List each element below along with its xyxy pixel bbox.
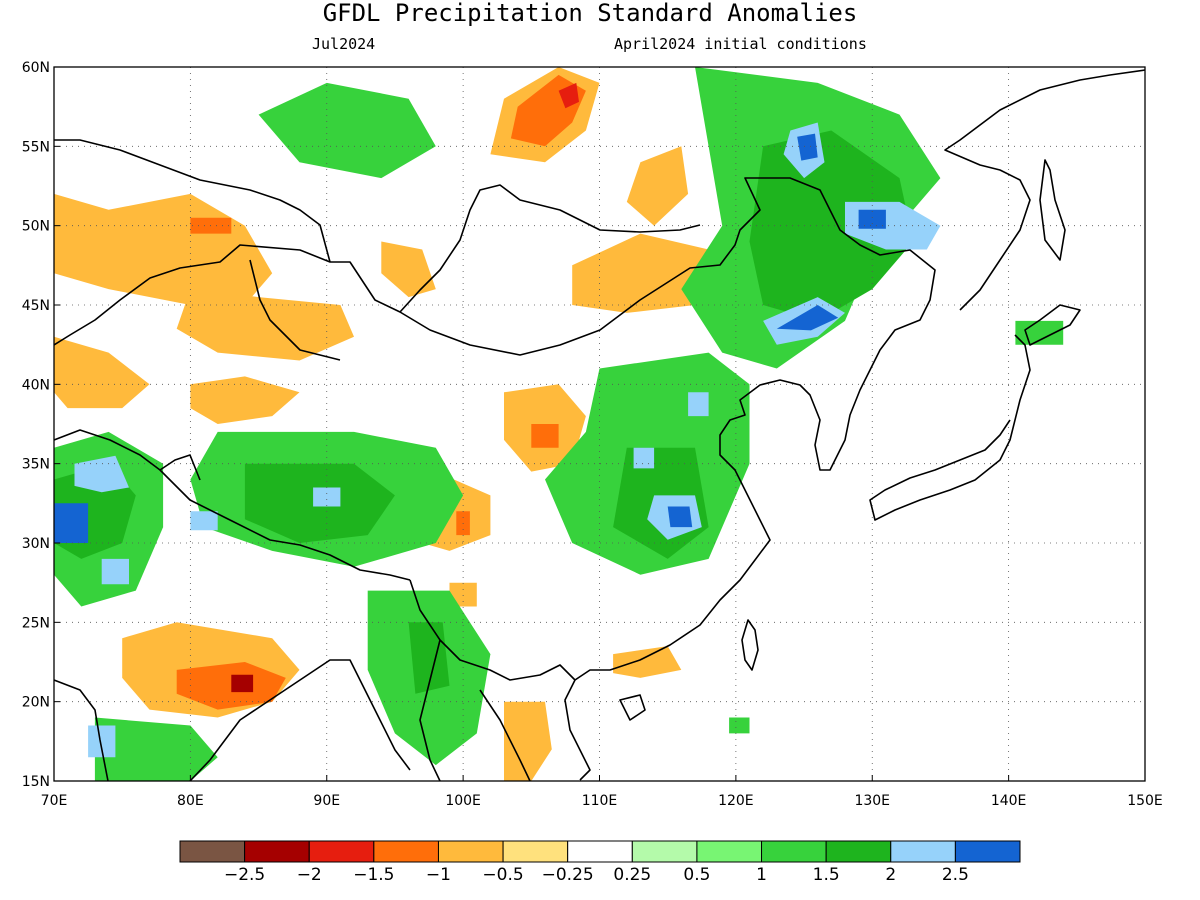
anomaly-region-dry_05 [449, 582, 477, 607]
anomaly-fill-layer [54, 67, 1064, 781]
anomaly-region-dry_05 [54, 336, 150, 409]
anomaly-region-wet_25 [667, 506, 693, 528]
lon-tick-label: 70E [41, 793, 68, 809]
colorbar-swatch [437, 840, 504, 863]
lat-tick-label: 60N [22, 60, 50, 76]
anomaly-region-wet_20 [313, 487, 341, 507]
anomaly-region-dry_20 [231, 674, 254, 693]
sakhalin-coastline [1039, 159, 1066, 261]
lat-tick-label: 45N [22, 298, 50, 314]
lat-tick-label: 50N [22, 219, 50, 235]
colorbar-label: 1.5 [813, 865, 840, 885]
colorbar-label: 0.25 [613, 865, 651, 885]
lon-tick-label: 120E [718, 793, 754, 809]
lat-tick-label: 40N [22, 377, 50, 393]
colorbar-label: −2.5 [224, 865, 265, 885]
longitude-tick-labels: 70E 80E 90E 100E 110E 120E 130E 140E 150E [41, 775, 1163, 809]
colorbar-label: −1.5 [353, 865, 394, 885]
forecast-month: Jul2024 [312, 35, 375, 53]
anomaly-region-dry_05 [176, 289, 354, 361]
colorbar-swatch [954, 840, 1021, 863]
country-borders [54, 139, 701, 781]
latitude-tick-labels: 15N 20N 25N 30N 35N 40N 45N 50N 55N 60N [22, 60, 60, 790]
colorbar-label: −0.5 [482, 865, 523, 885]
coastlines-and-borders [54, 69, 1145, 781]
anomaly-region-wet_25 [797, 133, 818, 161]
anomaly-region-wet_20 [688, 392, 709, 417]
india-coastline [54, 659, 411, 781]
colorbar-swatch [244, 840, 310, 863]
anomaly-region-dry_10 [176, 662, 286, 710]
colorbar-swatch [631, 840, 698, 863]
colorbar-label: 2.5 [942, 865, 969, 885]
anomaly-region-wet_25 [858, 209, 886, 229]
lat-tick-label: 30N [22, 536, 50, 552]
anomaly-region-wet_20 [633, 447, 655, 469]
lon-tick-label: 150E [1127, 793, 1163, 809]
anomaly-region-wet_25 [54, 503, 89, 543]
anomaly-region-wet_20 [74, 455, 129, 493]
colorbar-swatch [761, 840, 827, 863]
anomaly-region-dry_10 [531, 424, 559, 448]
lat-tick-label: 55N [22, 139, 50, 155]
hokkaido-coastline [1024, 304, 1081, 346]
lon-tick-label: 90E [313, 793, 340, 809]
colorbar-swatch [502, 840, 569, 863]
colorbar-swatch [567, 840, 633, 863]
anomaly-region-dry_05 [613, 646, 682, 678]
lon-tick-label: 140E [991, 793, 1027, 809]
colorbar-label: 1 [756, 865, 767, 885]
colorbar-swatch [696, 840, 763, 863]
colorbar-label: 2 [885, 865, 896, 885]
colorbar-swatch [179, 840, 246, 863]
colorbar-swatch [373, 840, 439, 863]
anomaly-region-wet_20 [190, 511, 218, 531]
colorbar: −2.5 −2 −1.5 −1 −0.5 −0.25 0.25 0.5 1 1.5 2 2.5 [179, 840, 1021, 885]
map-title: GFDL Precipitation Standard Anomalies [323, 0, 858, 27]
anomaly-region-dry_05 [626, 146, 689, 226]
lat-tick-label: 25N [22, 615, 50, 631]
anomaly-region-dry_05 [504, 701, 552, 781]
colorbar-swatch [825, 840, 892, 863]
colorbar-label: −2 [297, 865, 322, 885]
anomaly-region-wet_20 [101, 558, 129, 585]
lon-tick-label: 80E [177, 793, 204, 809]
lon-tick-label: 110E [582, 793, 618, 809]
colorbar-swatch [308, 840, 375, 863]
lon-tick-label: 100E [445, 793, 481, 809]
anomaly-region-wet_20 [88, 725, 116, 758]
lon-tick-label: 130E [854, 793, 890, 809]
hainan-coastline [619, 694, 646, 721]
colorbar-label: −1 [426, 865, 451, 885]
lat-tick-label: 20N [22, 695, 50, 711]
anomaly-region-dry_05 [381, 241, 436, 298]
anomaly-region-dry_05 [190, 376, 300, 424]
anomaly-region-dry_15 [558, 82, 579, 109]
taiwan-coastline [741, 619, 759, 671]
colorbar-label: −0.25 [542, 865, 594, 885]
japan-coastline [869, 334, 1031, 521]
kamchatka-coastline [944, 69, 1145, 311]
lat-tick-label: 35N [22, 457, 50, 473]
anomaly-region-wet_10 [258, 82, 436, 179]
east-asia-coastline [54, 177, 936, 781]
initial-conditions-label: April2024 initial conditions [614, 35, 867, 53]
colorbar-swatch [890, 840, 956, 863]
colorbar-label: 0.5 [683, 865, 710, 885]
anomaly-region-wet_10 [729, 717, 750, 734]
anomaly-region-wet_25 [776, 305, 839, 331]
anomaly-region-wet_10 [94, 717, 218, 781]
lat-tick-label: 15N [22, 774, 50, 790]
